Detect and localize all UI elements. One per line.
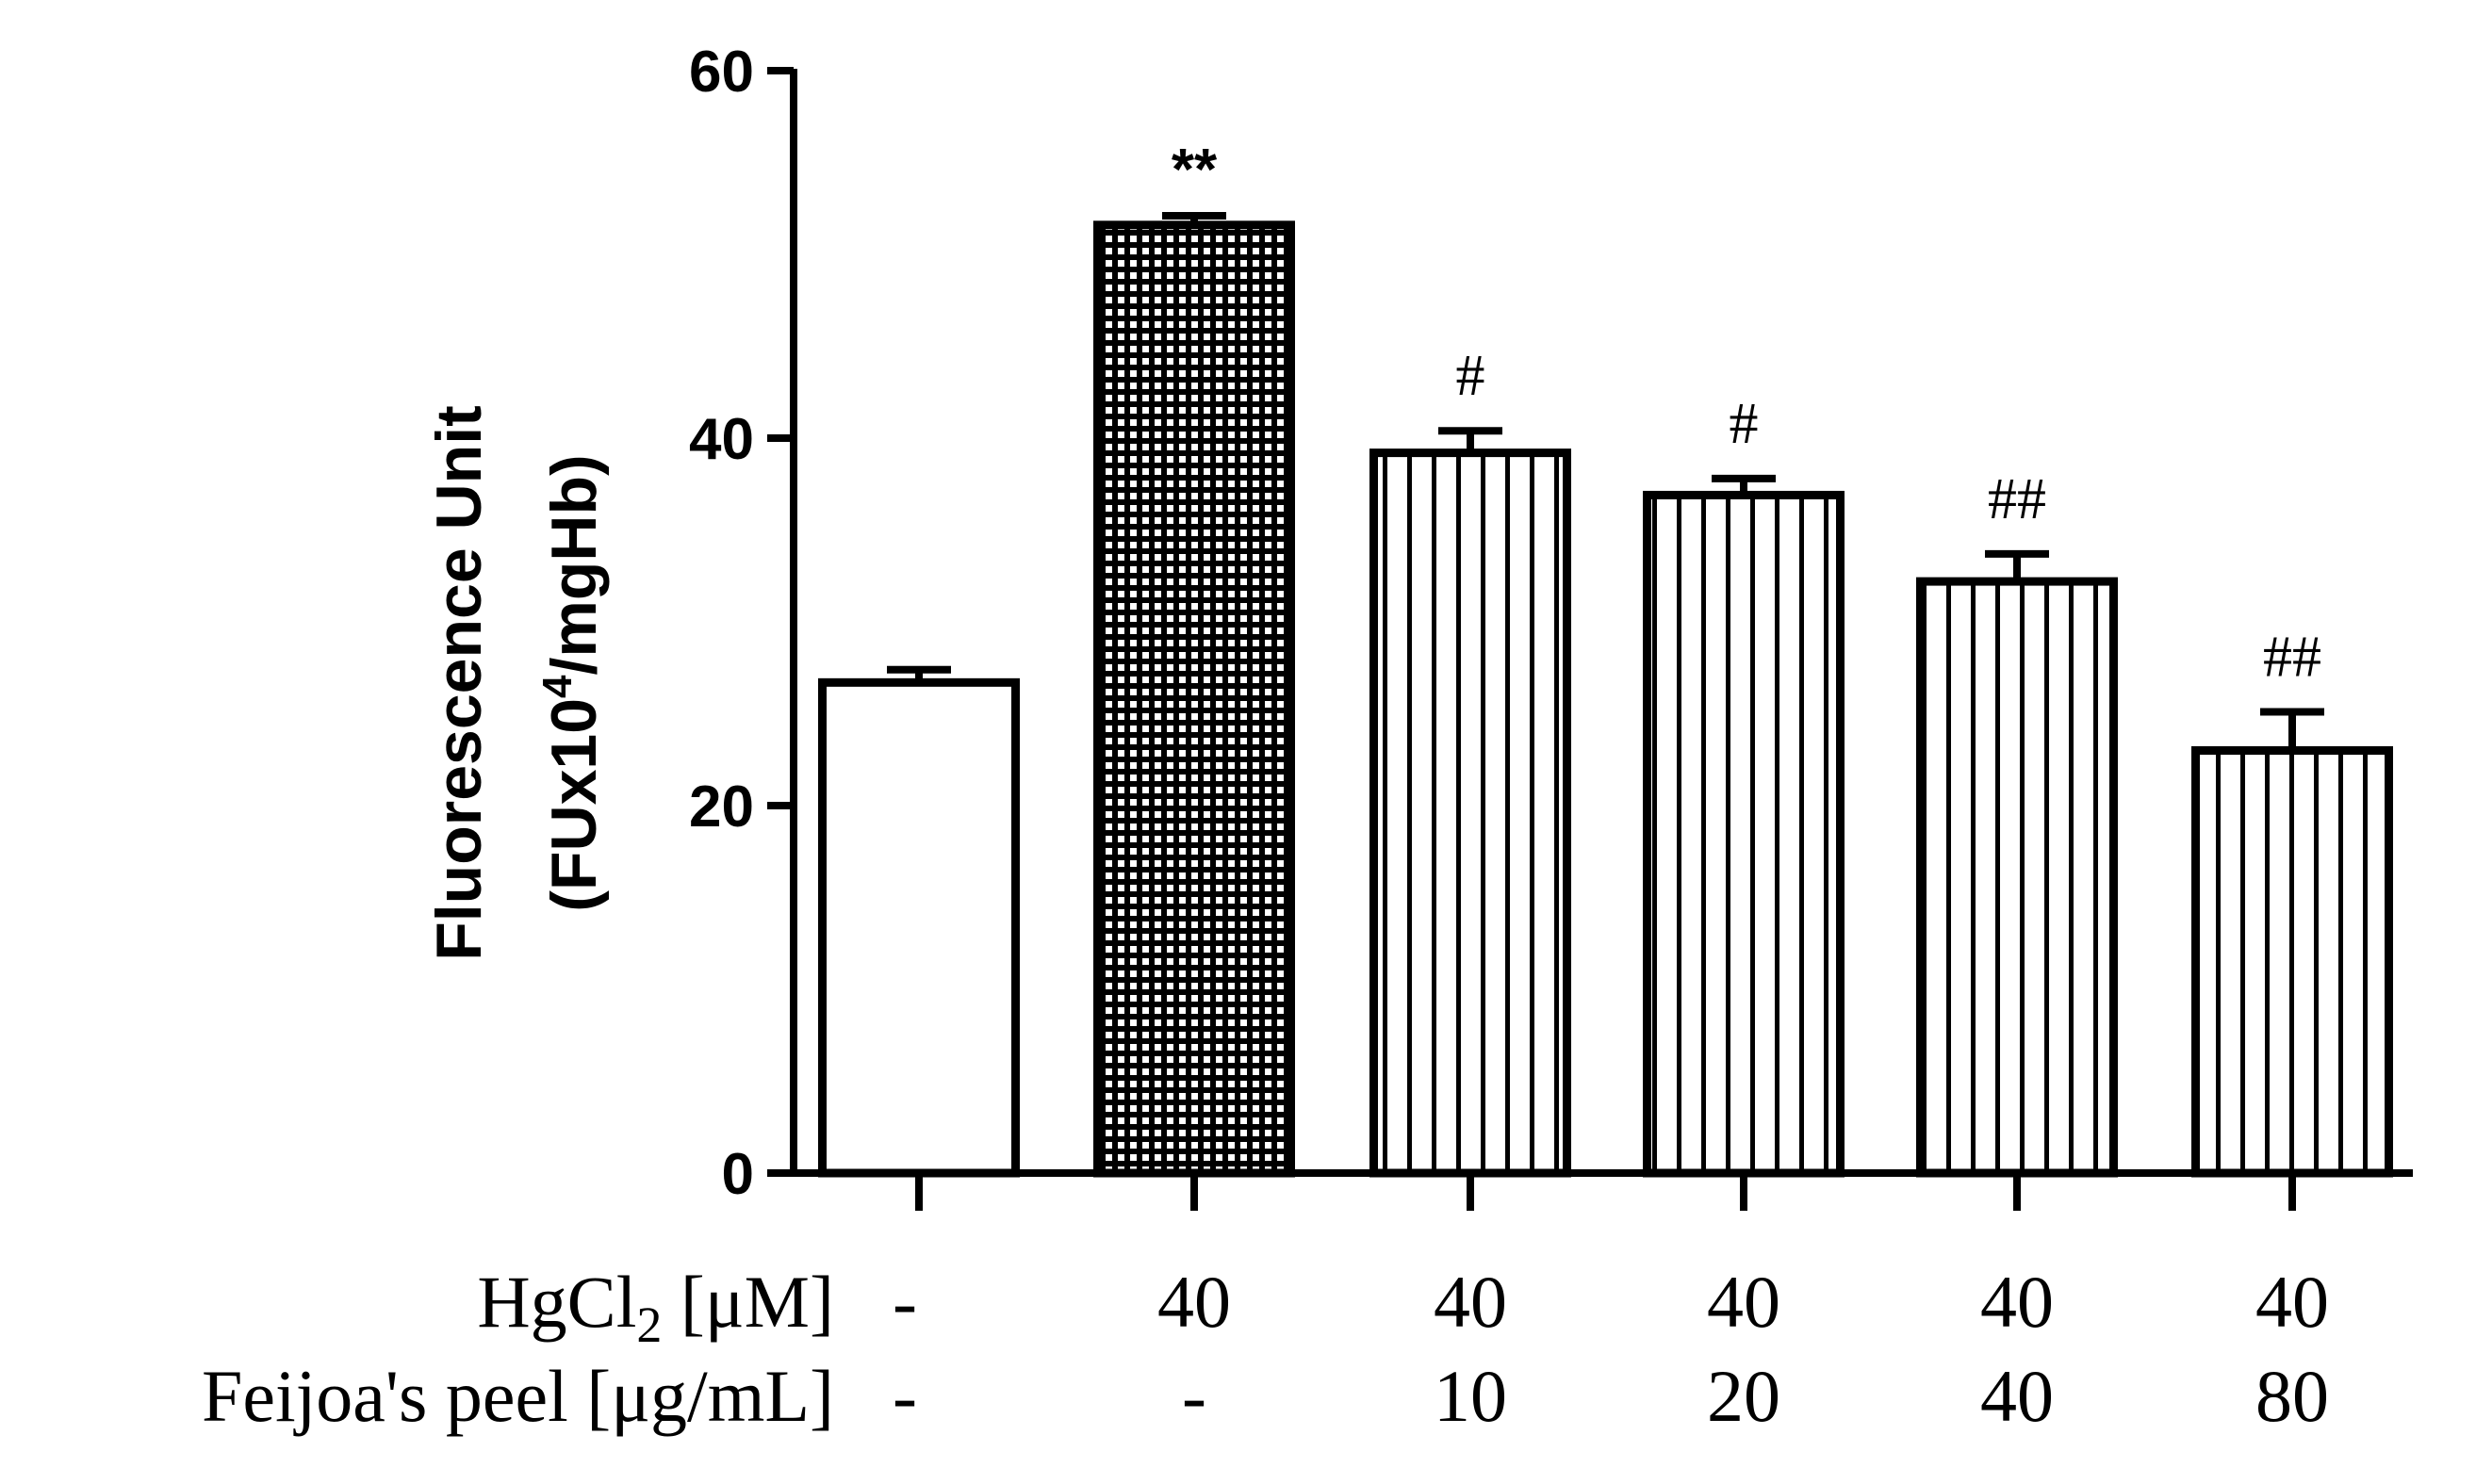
significance-annotations: **######: [1172, 138, 2321, 690]
x-ticks: [915, 1173, 2296, 1211]
y-tick-label: 0: [722, 1142, 754, 1207]
condition-value: 40: [1434, 1261, 1507, 1343]
bar: [2191, 746, 2393, 1178]
condition-value: -: [1182, 1355, 1206, 1437]
y-ticks: 0 20 40 60: [689, 40, 794, 1207]
bars: [818, 220, 2393, 1178]
y-axis-label-line1: Fluorescence Unit: [423, 405, 495, 961]
bar: [1643, 490, 1845, 1178]
error-bars: [887, 212, 2324, 751]
bar: [1916, 577, 2118, 1178]
bar: [818, 677, 1020, 1178]
y-axis-label-line2: (FUx104/mgHb): [534, 454, 610, 911]
condition-row-label: HgCl2 [μM]: [477, 1261, 834, 1353]
condition-value: 80: [2255, 1355, 2329, 1437]
significance-label: ##: [2263, 626, 2321, 690]
axes: [790, 69, 2413, 1177]
condition-value: 40: [1980, 1355, 2054, 1437]
significance-label: #: [1456, 344, 1485, 408]
significance-label: **: [1172, 138, 1218, 203]
bar: [1093, 220, 1295, 1178]
y-tick-label: 20: [689, 775, 754, 840]
condition-value: -: [893, 1261, 917, 1343]
condition-value: 40: [1980, 1261, 2054, 1343]
condition-value: 20: [1707, 1355, 1780, 1437]
y-tick-label: 60: [689, 40, 754, 105]
significance-label: ##: [1988, 467, 2046, 531]
significance-label: #: [1730, 392, 1759, 456]
bar: [1369, 448, 1571, 1178]
condition-row-label: Feijoa's peel [μg/mL]: [202, 1355, 834, 1437]
condition-value: 10: [1434, 1355, 1507, 1437]
y-tick-label: 40: [689, 407, 754, 472]
condition-value: 40: [2255, 1261, 2329, 1343]
y-axis-label: Fluorescence Unit (FUx104/mgHb): [423, 405, 610, 961]
condition-value: -: [893, 1355, 917, 1437]
condition-value: 40: [1157, 1261, 1231, 1343]
condition-value: 40: [1707, 1261, 1780, 1343]
